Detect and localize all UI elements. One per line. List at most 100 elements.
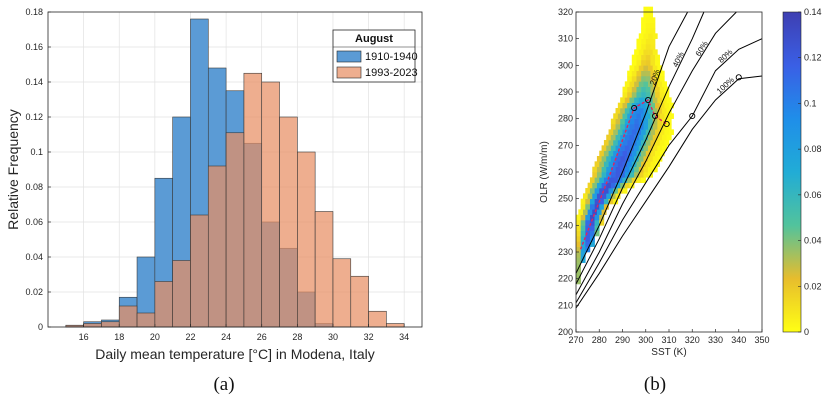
heatmap-cell: [617, 113, 623, 119]
heatmap-cell: [622, 150, 628, 157]
x-tick-label: 280: [592, 335, 607, 345]
heatmap-cell: [648, 134, 654, 141]
heatmap-cell: [634, 145, 640, 151]
y-tick-label: 310: [558, 34, 573, 44]
heatmap-cell: [585, 230, 591, 237]
heatmap-cell: [662, 97, 667, 103]
heatmap-cell: [580, 198, 586, 205]
heatmap-cell: [617, 140, 623, 146]
heatmap-cell: [638, 97, 644, 103]
heatmap-cell: [648, 65, 654, 71]
heatmap-cell: [615, 172, 621, 178]
heatmap-cell: [638, 81, 644, 87]
heatmap-cell: [594, 214, 600, 221]
heatmap-cell: [594, 161, 600, 167]
heatmap-cell: [664, 92, 670, 98]
heatmap-cell: [610, 156, 616, 162]
y-tick-label: 0.06: [25, 217, 43, 227]
heatmap-cell: [648, 118, 654, 125]
curve-marker: [689, 112, 696, 120]
heatmap-cell: [645, 44, 651, 50]
heatmap-cell: [603, 140, 609, 146]
heatmap-cell: [643, 65, 649, 71]
heatmap-cell: [629, 81, 635, 87]
heatmap-cell: [638, 33, 644, 39]
heatmap-cell: [636, 76, 642, 82]
heatmap-cell: [650, 38, 656, 45]
heatmap-cell: [576, 236, 581, 242]
heatmap-cell: [608, 129, 614, 135]
heatmap-panel: 20%40%60% 80%100% 270 280 290 300 310 320 330 34…: [539, 6, 822, 395]
heatmap-cell: [657, 134, 663, 141]
histogram-y-axis-title: Relative Frequency: [5, 109, 21, 230]
heatmap-cell: [638, 108, 644, 114]
heatmap-cell: [636, 92, 642, 98]
curve-marker: [735, 74, 742, 81]
histogram-bar: [136, 312, 156, 328]
heatmap-cell: [620, 124, 626, 130]
heatmap-cell: [620, 182, 626, 189]
heatmap-cell: [655, 92, 660, 98]
heatmap-cell: [627, 70, 633, 77]
heatmap-cell: [659, 129, 665, 135]
heatmap-cell: [634, 118, 640, 125]
heatmap-cell: [599, 204, 605, 210]
legend-swatch-1993-2023: [336, 66, 362, 79]
heatmap-x-axis-title: SST (K): [651, 347, 686, 358]
x-tick-label: 350: [754, 335, 769, 345]
heatmap-cell: [636, 129, 642, 135]
histogram-x-axis-title: Daily mean temperature [°C] in Modena, I…: [95, 346, 375, 362]
heatmap-cell: [652, 166, 658, 173]
heatmap-cell: [622, 188, 628, 194]
humidity-curve: [575, 75, 763, 309]
heatmap-cell: [631, 54, 637, 61]
heatmap-cell: [648, 156, 654, 162]
humidity-curve: [575, 38, 763, 303]
heatmap-cell: [641, 92, 647, 98]
heatmap-cell: [641, 161, 647, 167]
x-tick-label: 340: [731, 335, 746, 345]
heatmap-cell: [657, 65, 663, 71]
histogram-x-ticks: 16 18 20 22 24 26 28 30 32 34: [79, 324, 409, 342]
heatmap-cell: [641, 177, 647, 183]
heatmap-cell: [638, 172, 644, 178]
heatmap-cell: [610, 172, 616, 178]
heatmap-x-ticks: 270 280 290 300 310 320 330 340 350: [568, 329, 770, 345]
heatmap-cell: [631, 76, 637, 82]
x-tick-label: 28: [292, 332, 302, 342]
heatmap-cell: [648, 12, 654, 18]
heatmap-cell: [589, 225, 595, 231]
heatmap-cell: [645, 54, 651, 61]
y-tick-label: 0.04: [25, 252, 43, 262]
heatmap-cell: [599, 177, 605, 183]
heatmap-cell: [638, 49, 644, 55]
heatmap-cell: [624, 97, 630, 103]
heatmap-cell: [576, 241, 581, 247]
heatmap-cell: [657, 81, 663, 87]
histogram-panel: 16 18 20 22 24 26 28 30 32 34 0 0.02 0.04 0.06 0.08 0.…: [5, 7, 423, 395]
x-tick-label: 20: [150, 332, 160, 342]
heatmap-cell: [592, 166, 598, 173]
heatmap-cell: [599, 161, 605, 167]
heatmap-cell: [643, 81, 649, 87]
heatmap-cell: [662, 108, 667, 114]
heatmap-cell: [650, 28, 656, 34]
heatmap-cell: [576, 220, 581, 226]
heatmap-cell: [641, 22, 647, 29]
heatmap-cell: [629, 182, 635, 189]
histogram-legend: August 1910-1940 1993-2023: [332, 29, 418, 83]
heatmap-cell: [601, 145, 607, 151]
heatmap-cell: [610, 124, 616, 130]
series-1993-2023-bars: [65, 72, 405, 328]
heatmap-cell: [576, 268, 581, 274]
heatmap-cell: [622, 86, 628, 93]
heatmap-cell: [645, 129, 651, 135]
heatmap-cell: [627, 86, 633, 93]
heatmap-cell: [606, 182, 612, 189]
heatmap-cell: [587, 209, 593, 215]
heatmap-cell: [645, 161, 651, 167]
heatmap-cell: [641, 86, 647, 93]
heatmap-cell: [650, 70, 656, 77]
heatmap-cell: [610, 193, 616, 199]
heatmap-cell: [615, 166, 621, 173]
